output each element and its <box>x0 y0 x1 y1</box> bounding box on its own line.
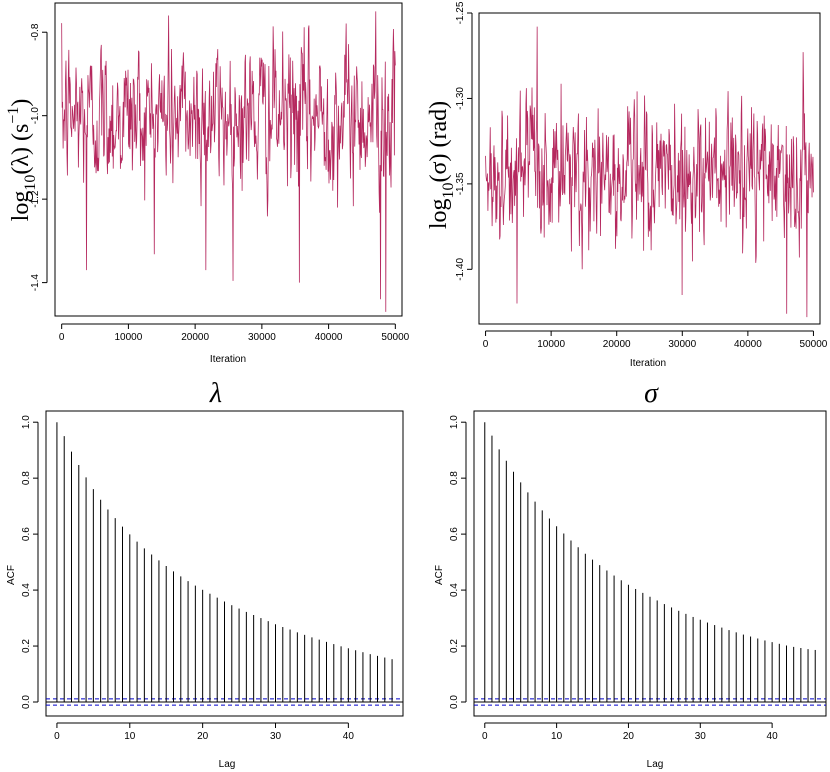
acf-lambda-ylabel: ACF <box>6 565 17 585</box>
trace-lambda-xlabel: Iteration <box>210 354 246 365</box>
y-tick-label: -1.30 <box>455 87 466 110</box>
acf-plot-sigma: σ ACF Lag 0 10 20 30 40 0.0 0.2 0.4 0.6 0.8 1.0 <box>434 378 827 770</box>
acf-sigma-xlabel: Lag <box>647 759 664 770</box>
trace-lambda-ylabel: log10(λ) (s−1) <box>5 99 39 222</box>
y-tick-label: -1.4 <box>30 274 41 292</box>
trace-sigma-xlabel: Iteration <box>630 358 666 369</box>
x-tick-label: 40 <box>767 731 779 742</box>
y-tick-label: 0.8 <box>21 471 32 485</box>
acf-sigma-ylabel: ACF <box>434 565 445 585</box>
y-tick-label: 0.6 <box>449 527 460 541</box>
plot-frame <box>54 2 403 317</box>
x-tick-label: 20000 <box>181 332 209 343</box>
y-tick-label: -1.0 <box>30 107 41 125</box>
x-tick-label: 0 <box>59 332 65 343</box>
acf-sigma-title: σ <box>644 378 659 409</box>
plot-frame <box>473 410 827 717</box>
y-tick-label: 0.0 <box>21 695 32 709</box>
y-tick-label: 0.2 <box>449 639 460 653</box>
x-tick-label: 0 <box>54 731 60 742</box>
y-tick-label: 0.8 <box>449 471 460 485</box>
plot-frame <box>478 12 821 325</box>
acf-plot-lambda: λ ACF Lag 0 10 20 30 40 0.0 0.2 0.4 0.6 0.8 1.0 <box>6 378 404 770</box>
x-tick-label: 20 <box>623 731 635 742</box>
trace-plot-sigma: log10(σ) (rad) Iteration 0 10000 20000 3000… <box>426 1 828 369</box>
x-tick-label: 10000 <box>114 332 142 343</box>
x-tick-label: 20000 <box>603 339 631 350</box>
x-tick-label: 40000 <box>315 332 343 343</box>
x-tick-label: 10 <box>551 731 563 742</box>
y-tick-label: 0.4 <box>449 583 460 597</box>
x-tick-label: 10 <box>124 731 136 742</box>
x-tick-label: 30000 <box>248 332 276 343</box>
y-tick-label: 0.2 <box>21 639 32 653</box>
x-tick-label: 50000 <box>800 339 828 350</box>
y-tick-label: 1.0 <box>449 415 460 429</box>
y-tick-label: -1.2 <box>30 190 41 208</box>
x-tick-label: 50000 <box>381 332 409 343</box>
y-tick-label: 0.4 <box>21 583 32 597</box>
trace-plot-lambda: log10(λ) (s−1) Iteration 0 10000 20000 3000… <box>5 2 410 365</box>
x-tick-label: 30000 <box>668 339 696 350</box>
y-tick-label: 0.0 <box>449 695 460 709</box>
x-tick-label: 40 <box>343 731 355 742</box>
acf-lambda-xlabel: Lag <box>219 759 236 770</box>
x-tick-label: 10000 <box>537 339 565 350</box>
y-tick-label: 0.6 <box>21 527 32 541</box>
x-tick-label: 30 <box>270 731 282 742</box>
x-tick-label: 30 <box>695 731 707 742</box>
plot-frame <box>45 410 404 717</box>
y-tick-label: -1.40 <box>455 257 466 280</box>
x-tick-label: 20 <box>197 731 209 742</box>
x-tick-label: 0 <box>483 339 489 350</box>
y-tick-label: -1.35 <box>455 172 466 195</box>
trace-series-line <box>61 11 396 312</box>
x-tick-label: 0 <box>482 731 488 742</box>
y-tick-label: -1.25 <box>455 1 466 24</box>
y-tick-label: -0.8 <box>30 23 41 41</box>
acf-lambda-title: λ <box>209 378 222 409</box>
x-tick-label: 40000 <box>734 339 762 350</box>
trace-series-line <box>485 26 814 318</box>
trace-sigma-ylabel: log10(σ) (rad) <box>426 101 457 229</box>
y-tick-label: 1.0 <box>21 415 32 429</box>
